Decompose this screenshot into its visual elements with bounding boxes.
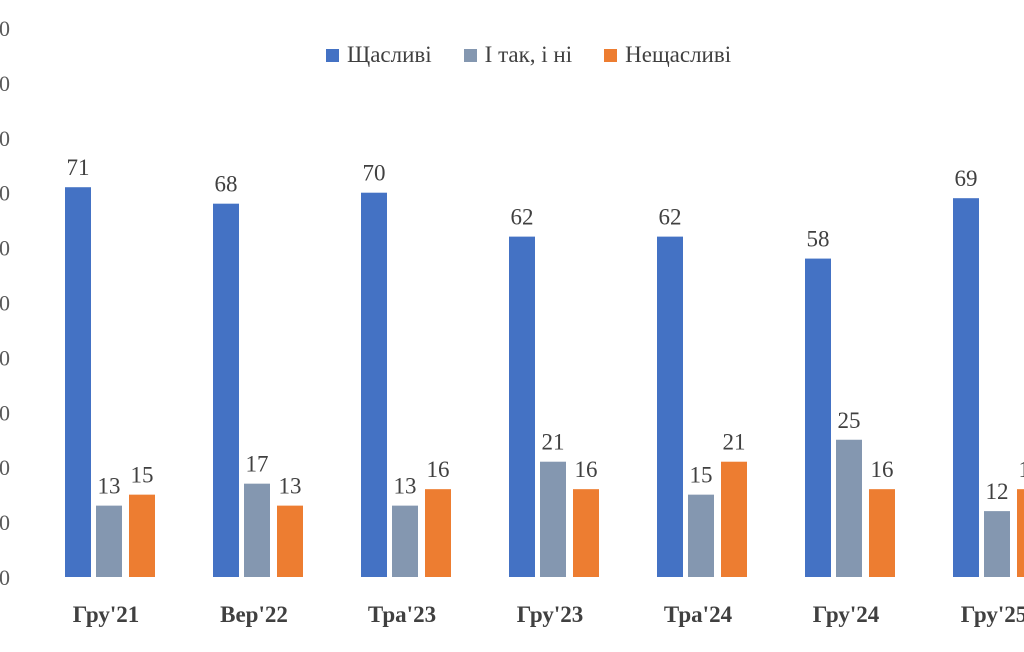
bar (657, 236, 683, 577)
bar (953, 198, 979, 577)
data-label: 69 (955, 166, 978, 191)
x-tick-label: Вер'22 (220, 602, 288, 627)
bar (96, 505, 122, 577)
bar (213, 203, 239, 577)
bar (1017, 489, 1024, 577)
y-tick-label: 100 (0, 16, 10, 41)
legend-item-happy: Щасливі (326, 42, 432, 68)
data-label: 13 (394, 474, 417, 499)
legend-label-unhappy: Нещасливі (625, 42, 732, 67)
legend-swatch-unhappy (604, 48, 618, 62)
data-label: 62 (659, 205, 682, 230)
data-label: 21 (542, 430, 565, 455)
legend-label-happy: Щасливі (347, 42, 432, 67)
y-tick-label: 0 (0, 565, 10, 590)
bar (721, 461, 747, 577)
y-tick-label: 60 (0, 236, 10, 261)
x-tick-label: Тра'24 (664, 602, 733, 627)
bar (361, 192, 387, 577)
data-label: 71 (67, 155, 90, 180)
x-tick-label: Гру'21 (73, 602, 140, 627)
y-tick-label: 80 (0, 126, 10, 151)
bar (540, 461, 566, 577)
legend-swatch-happy (326, 48, 339, 62)
x-tick-label: Гру'24 (813, 602, 880, 627)
data-label: 12 (986, 479, 1009, 504)
bar (836, 439, 862, 577)
y-tick-label: 30 (0, 400, 10, 425)
bar (688, 494, 714, 577)
legend-label-neutral: І так, і ні (484, 42, 573, 67)
bar (392, 505, 418, 577)
data-label: 16 (427, 457, 450, 482)
bar (129, 494, 155, 577)
data-label: 25 (838, 408, 861, 433)
bar (65, 187, 91, 577)
y-tick-label: 90 (0, 71, 10, 96)
data-label: 16 (871, 457, 894, 482)
x-tick-label: Тра'23 (368, 602, 436, 627)
x-tick-label: Гру'23 (517, 602, 584, 627)
data-label: 13 (98, 474, 121, 499)
data-label: 68 (215, 172, 238, 197)
y-tick-label: 50 (0, 291, 10, 316)
data-label: 58 (807, 227, 830, 252)
data-label: 62 (511, 205, 534, 230)
y-tick-label: 20 (0, 455, 10, 480)
legend-swatch-neutral (463, 48, 477, 62)
data-label: 15 (131, 463, 154, 488)
bar (244, 483, 270, 577)
x-tick-label: Гру'25 (961, 602, 1024, 627)
bar (984, 511, 1010, 577)
data-label: 17 (246, 452, 269, 477)
bar (805, 258, 831, 577)
data-label: 16 (1019, 457, 1024, 482)
bar (573, 489, 599, 577)
bar (277, 505, 303, 577)
data-label: 16 (575, 457, 598, 482)
data-label: 15 (690, 463, 713, 488)
data-label: 21 (723, 430, 746, 455)
legend: Щасливі І так, і ні Нещасливі (326, 42, 763, 68)
y-tick-label: 40 (0, 345, 10, 370)
y-tick-label: 70 (0, 181, 10, 206)
legend-item-unhappy: Нещасливі (604, 42, 731, 68)
data-label: 70 (363, 161, 386, 186)
bar (869, 489, 895, 577)
legend-item-neutral: І так, і ні (463, 42, 573, 68)
bar (509, 236, 535, 577)
data-label: 13 (279, 474, 302, 499)
y-tick-label: 10 (0, 510, 10, 535)
bar (425, 489, 451, 577)
